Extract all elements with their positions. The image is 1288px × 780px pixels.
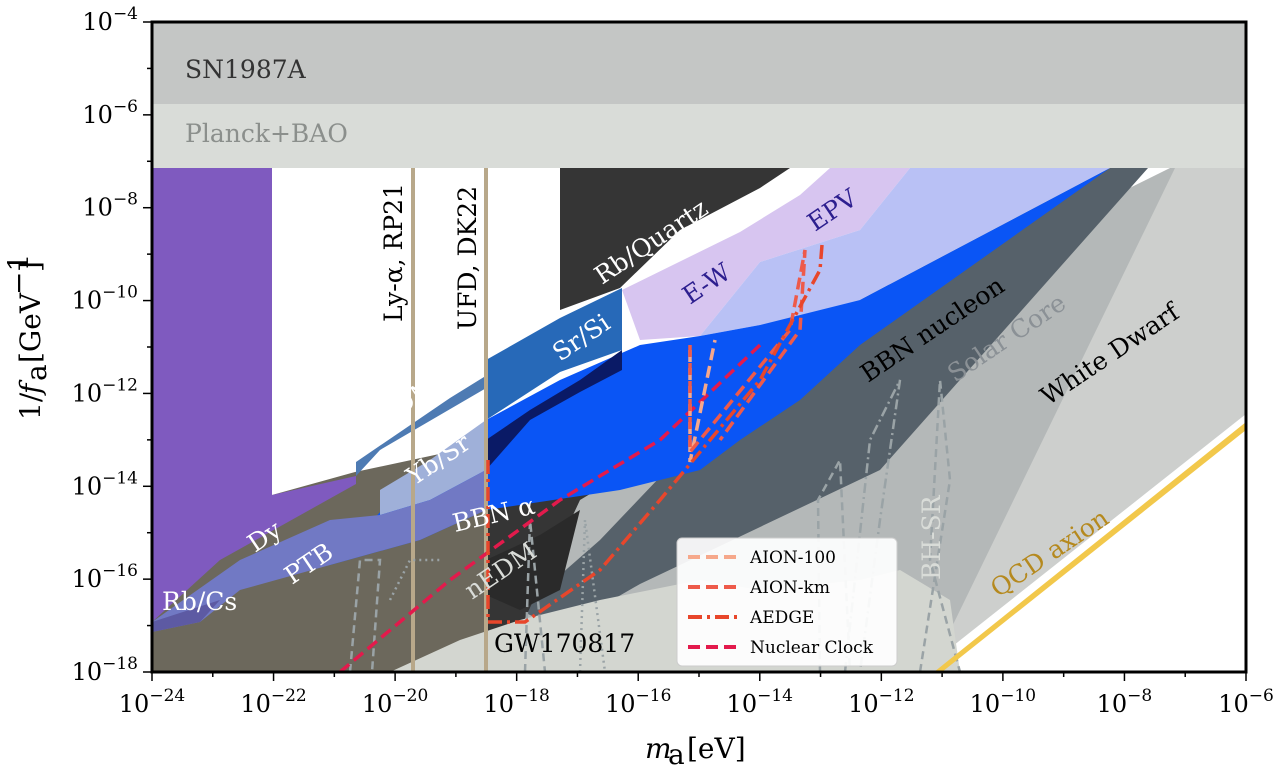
yb-sr-region: [380, 420, 486, 515]
bh-sr-contour-2: [843, 379, 902, 672]
bhsr-label: BH-SR: [917, 494, 946, 580]
svg-text:m: m: [645, 732, 672, 765]
x-tick-label: 10−6: [1218, 686, 1274, 718]
planck-region: [152, 104, 1246, 168]
x-tick-label: 10−10: [970, 686, 1036, 718]
svg-text:a: a: [20, 364, 53, 381]
qcd-axion-band: [934, 422, 1246, 672]
epv-region: [700, 168, 1110, 336]
x-tick-label: 10−18: [483, 686, 549, 718]
legend-box: [676, 537, 898, 667]
legend-label-aedge: AEDGE: [749, 608, 814, 628]
y-tick-label: 10−6: [82, 97, 138, 129]
lya-label: Ly-α, RP21: [379, 183, 408, 322]
y-tick-label: 10−12: [72, 375, 138, 407]
y-tick-label: 10−16: [72, 561, 138, 593]
x-tick-label: 10−20: [362, 686, 428, 718]
aedge-curve: [486, 244, 824, 624]
legend-label-aion100: AION-100: [749, 548, 836, 568]
legend-label-aionkm: AION-km: [749, 578, 830, 598]
ptb-region: [152, 470, 486, 632]
nuclear-clock-curve: [338, 343, 762, 672]
x-tick-label: 10−16: [605, 686, 671, 718]
gw-label: GW170817: [494, 629, 635, 658]
x-tick-label: 10−8: [1097, 686, 1153, 718]
svg-text:1/: 1/: [14, 392, 47, 420]
y-tick-label: 10−18: [72, 654, 138, 686]
ew-region: [622, 168, 910, 340]
sr-si-region: [486, 288, 622, 420]
sr-si-noise: [486, 350, 622, 470]
svg-text:[GeV: [GeV: [14, 292, 47, 363]
x-tick-label: 10−14: [727, 686, 793, 718]
bh-sr-contour-1: [918, 379, 962, 672]
ufd-label: UFD, DK22: [453, 186, 482, 330]
y-tick-label: 10−14: [72, 468, 138, 500]
y-tick-label: 10−4: [82, 4, 138, 36]
plot-area: SN1987A Planck+BAO Ly-α, RP21 UFD, DK22 …: [152, 22, 1246, 672]
low-mass-contour-2: [388, 558, 440, 601]
svg-text:[eV]: [eV]: [687, 732, 746, 765]
y-axis: 10−4 10−6 10−8 10−10 10−12 10−14 10−16 10−18: [72, 4, 152, 686]
x-tick-label: 10−22: [240, 686, 306, 718]
y-axis-label: 1/ f a [GeV −1 ]: [2, 254, 53, 420]
sn1987a-region: [152, 22, 1246, 104]
legend: AION-100 AION-km AEDGE Nuclear Clock: [676, 537, 898, 667]
x-axis: 10−24 10−22 10−20 10−18 10−16 10−14 10−12 10−10…: [119, 672, 1274, 718]
bbn-nucleon-region: [520, 168, 1148, 630]
x-axis-label: m a [eV]: [645, 732, 746, 771]
rbcs-label: Rb/Cs: [162, 587, 237, 616]
bbn-alpha-region: [330, 168, 1110, 565]
x-tick-label: 10−12: [848, 686, 914, 718]
nedm-region: [486, 510, 580, 610]
y-tick-label: 10−8: [82, 190, 138, 222]
dy-region: [152, 168, 356, 622]
x-tick-label: 10−24: [119, 686, 185, 718]
svg-text:a: a: [668, 738, 685, 771]
mid-contour: [523, 519, 547, 672]
svg-text:]: ]: [14, 261, 47, 272]
legend-label-nuclear: Nuclear Clock: [750, 638, 874, 658]
y-tick-label: 10−10: [72, 283, 138, 315]
svg-text:−1: −1: [2, 254, 35, 295]
sn1987a-label: SN1987A: [185, 55, 307, 84]
low-mass-contour-1: [348, 558, 382, 672]
rb-cs-region: [152, 600, 220, 632]
planck-label: Planck+BAO: [185, 119, 348, 148]
